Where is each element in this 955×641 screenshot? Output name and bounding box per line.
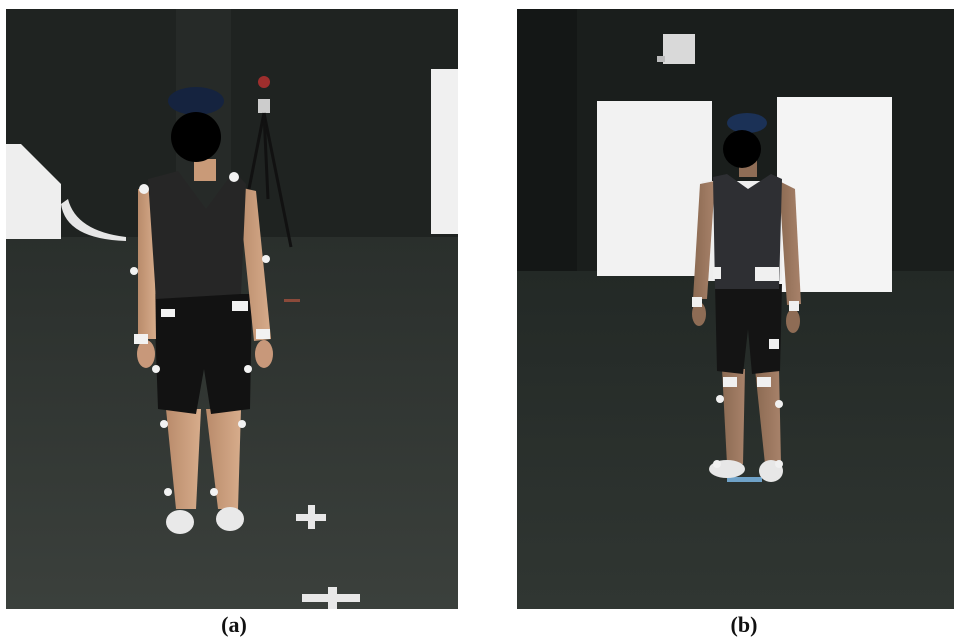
panel-caption-a: (a): [221, 612, 247, 637]
photo-panel-a: [6, 9, 458, 609]
photo-panel-b: [517, 9, 954, 609]
panel-caption-b: (b): [730, 612, 758, 637]
